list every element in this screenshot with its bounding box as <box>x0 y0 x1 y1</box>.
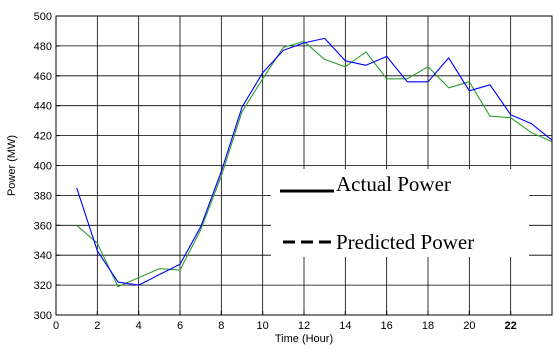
y-tick-label: 420 <box>34 131 52 143</box>
y-tick-label: 340 <box>34 250 52 262</box>
y-tick-label: 440 <box>34 101 52 113</box>
x-axis-label: Time (Hour) <box>275 333 333 345</box>
x-tick-label: 16 <box>381 320 393 332</box>
y-tick-label: 360 <box>34 220 52 232</box>
x-tick-label: 18 <box>422 320 434 332</box>
series-line-actual <box>76 37 553 286</box>
x-tick-label: 14 <box>339 320 351 332</box>
legend: Actual Power Predicted Power <box>271 169 529 257</box>
x-tick-label: 12 <box>298 320 310 332</box>
series-line-predicted <box>76 40 553 288</box>
x-tick-label: 10 <box>257 320 269 332</box>
y-axis-label: Power (MW) <box>6 135 18 196</box>
y-tick-label: 500 <box>34 11 52 23</box>
y-tick-label: 460 <box>34 71 52 83</box>
x-tick-label: 8 <box>218 320 224 332</box>
legend-label-actual: Actual Power <box>336 172 451 196</box>
y-tick-label: 300 <box>34 310 52 322</box>
x-tick-label: 22 <box>505 320 517 332</box>
y-tick-label: 320 <box>34 280 52 292</box>
series-layer <box>76 37 553 288</box>
tick-labels: 0 2 4 6 8 10 12 14 16 18 20 22 300 320 340 360 380 400 420… <box>34 11 517 332</box>
x-tick-label: 6 <box>177 320 183 332</box>
y-tick-label: 480 <box>34 41 52 53</box>
legend-label-predicted: Predicted Power <box>336 230 474 254</box>
legend-background <box>271 169 529 257</box>
y-tick-label: 380 <box>34 190 52 202</box>
y-tick-label: 400 <box>34 161 52 173</box>
x-tick-label: 0 <box>53 320 59 332</box>
x-tick-label: 2 <box>94 320 100 332</box>
x-tick-label: 20 <box>463 320 475 332</box>
x-tick-label: 4 <box>136 320 142 332</box>
grid <box>56 16 552 315</box>
